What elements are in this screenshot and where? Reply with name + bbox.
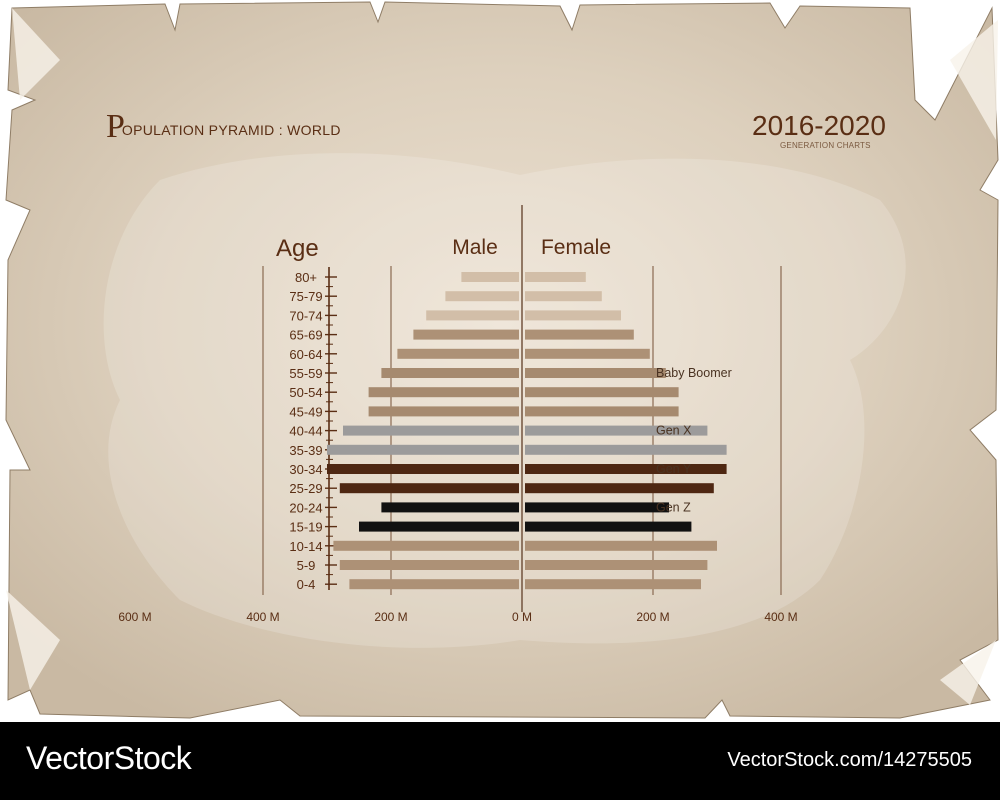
male-label: Male	[452, 236, 498, 259]
age-label: 45-49	[289, 404, 322, 419]
age-axis-title: Age	[276, 235, 319, 262]
male-bar	[426, 310, 519, 321]
female-bar	[525, 540, 717, 551]
population-pyramid-chart: Age 80+ 75-79 70-74 65-69 60-64 55-59 50-54 45-4…	[118, 205, 798, 624]
x-tick-label: 400 M	[764, 610, 797, 624]
female-bar	[525, 521, 692, 532]
male-bar	[333, 540, 519, 551]
female-bar	[525, 291, 602, 302]
title-text: OPULATION PYRAMID : WORLD	[121, 122, 341, 138]
year-caption: GENERATION CHARTS	[780, 141, 871, 150]
male-bar	[343, 425, 519, 436]
male-bar	[381, 502, 519, 513]
generation-label: Gen Y	[656, 462, 692, 476]
female-bar	[525, 560, 708, 570]
generation-label: Baby Boomer	[656, 366, 732, 380]
age-label: 75-79	[289, 289, 322, 304]
age-label: 5-9	[297, 558, 316, 573]
male-bar	[368, 387, 519, 398]
x-tick-label: 0 M	[512, 610, 532, 624]
female-bar	[525, 310, 621, 321]
parchment-background	[5, 1, 999, 719]
generation-label: Gen X	[656, 424, 692, 438]
x-tick-label: 400 M	[246, 610, 279, 624]
year-range: 2016-2020	[752, 110, 886, 141]
generation-label: Gen Z	[656, 500, 691, 514]
brand-logo: VectorStock	[26, 740, 192, 776]
footer-bar: VectorStock VectorStock.com/14275505	[0, 722, 1000, 800]
male-bar	[339, 483, 519, 494]
age-label: 70-74	[289, 308, 322, 323]
female-bar	[525, 387, 679, 398]
female-label: Female	[541, 236, 611, 259]
female-bar	[525, 348, 650, 359]
female-bar	[525, 406, 679, 417]
age-label: 60-64	[289, 347, 322, 362]
male-bar	[381, 368, 519, 378]
male-bar	[461, 272, 519, 282]
age-label: 20-24	[289, 500, 322, 515]
age-label: 30-34	[289, 462, 322, 477]
age-label: 80+	[295, 270, 317, 285]
female-bar	[525, 579, 701, 590]
age-label: 15-19	[289, 520, 322, 535]
male-bar	[413, 329, 519, 340]
age-label: 25-29	[289, 481, 322, 496]
female-bar	[525, 483, 714, 494]
female-bar	[525, 425, 708, 436]
age-label: 35-39	[289, 443, 322, 458]
age-label: 10-14	[289, 539, 322, 554]
age-label: 40-44	[289, 424, 322, 439]
age-label: 0-4	[297, 577, 316, 592]
age-label: 50-54	[289, 385, 322, 400]
age-label: 65-69	[289, 328, 322, 343]
x-tick-label: 200 M	[636, 610, 669, 624]
female-bar	[525, 464, 727, 474]
x-tick-label: 200 M	[374, 610, 407, 624]
chart-title: POPULATION PYRAMID : WORLD	[106, 108, 341, 146]
male-bar	[327, 444, 519, 455]
female-bar	[525, 272, 586, 282]
male-bar	[445, 291, 519, 302]
female-bar	[525, 329, 634, 340]
female-bar	[525, 502, 669, 513]
male-bar	[359, 521, 519, 532]
male-bar	[327, 464, 519, 474]
male-bar	[339, 560, 519, 570]
age-label: 55-59	[289, 366, 322, 381]
x-tick-label: 600 M	[118, 610, 151, 624]
stock-url: VectorStock.com/14275505	[727, 749, 972, 771]
male-bar	[397, 348, 519, 359]
female-bar	[525, 368, 666, 378]
female-bar	[525, 444, 727, 455]
male-bar	[349, 579, 519, 590]
male-bar	[368, 406, 519, 417]
title-initial: P	[106, 108, 125, 145]
